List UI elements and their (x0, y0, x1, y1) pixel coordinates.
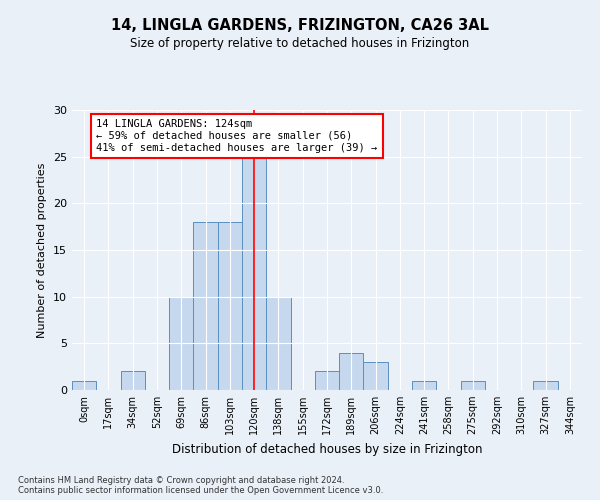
Bar (461, 380, 485, 390)
Bar (315, 372, 339, 390)
X-axis label: Distribution of detached houses by size in Frizington: Distribution of detached houses by size … (172, 442, 482, 456)
Bar (412, 380, 436, 390)
Bar (72, 380, 96, 390)
Text: Contains HM Land Registry data © Crown copyright and database right 2024.: Contains HM Land Registry data © Crown c… (18, 476, 344, 485)
Bar (364, 362, 388, 390)
Text: 14 LINGLA GARDENS: 124sqm
← 59% of detached houses are smaller (56)
41% of semi-: 14 LINGLA GARDENS: 124sqm ← 59% of detac… (96, 120, 377, 152)
Bar (121, 372, 145, 390)
Bar (169, 296, 193, 390)
Bar (266, 296, 290, 390)
Bar (193, 222, 218, 390)
Text: 14, LINGLA GARDENS, FRIZINGTON, CA26 3AL: 14, LINGLA GARDENS, FRIZINGTON, CA26 3AL (111, 18, 489, 32)
Text: Size of property relative to detached houses in Frizington: Size of property relative to detached ho… (130, 38, 470, 51)
Bar (339, 352, 364, 390)
Bar (218, 222, 242, 390)
Bar (242, 156, 266, 390)
Y-axis label: Number of detached properties: Number of detached properties (37, 162, 47, 338)
Bar (533, 380, 558, 390)
Text: Contains public sector information licensed under the Open Government Licence v3: Contains public sector information licen… (18, 486, 383, 495)
